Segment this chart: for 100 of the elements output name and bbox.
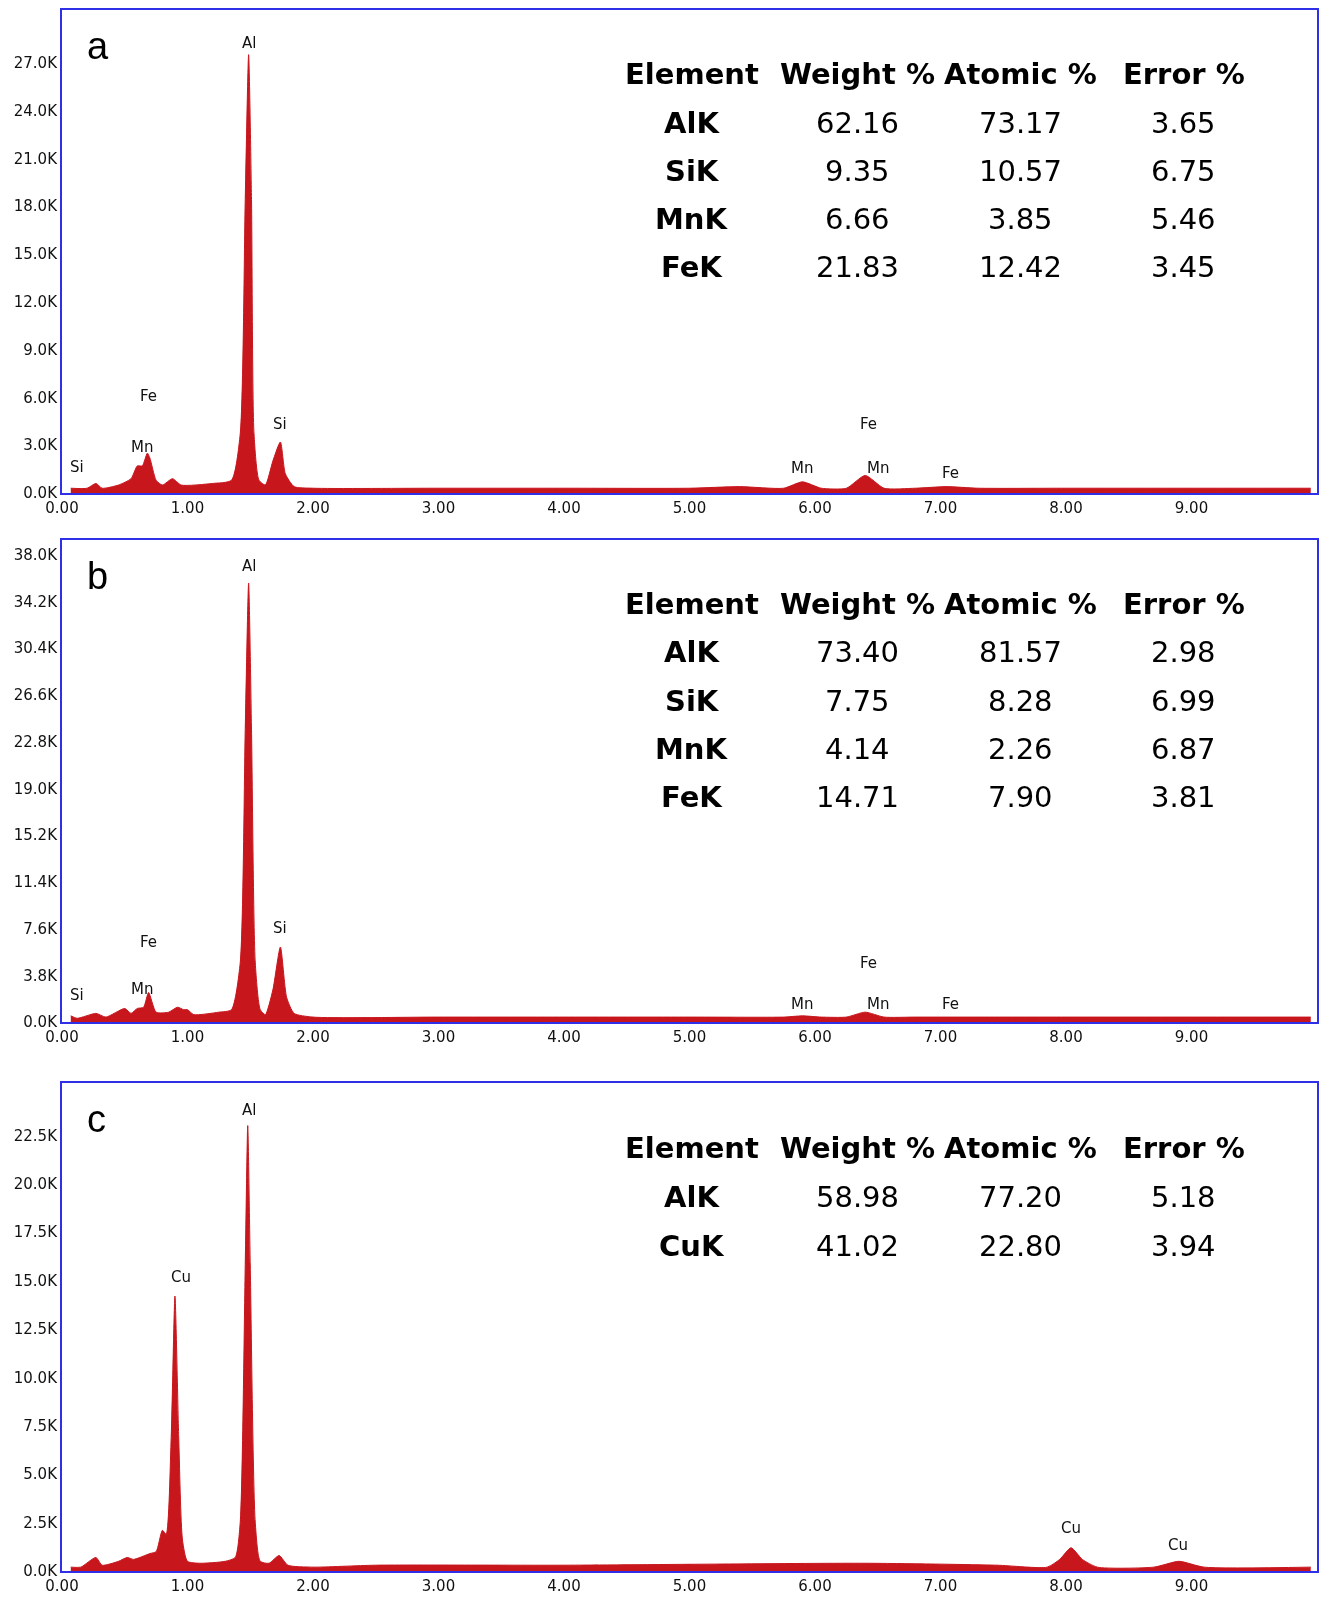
annotation: 12.42 [979,250,1063,284]
y-tick-label: 3.8K [23,966,59,985]
annotation: 2.26 [988,732,1053,766]
annotation: 58.98 [816,1180,900,1214]
annotation: Fe [860,415,878,433]
annotation: Mn [131,980,154,998]
y-tick-label: 18.0K [13,197,59,216]
y-tick-label: 12.0K [13,292,59,311]
annotation: Mn [867,459,890,477]
x-tick-label: 3.00 [421,1577,456,1595]
y-tick-label: 7.5K [23,1417,59,1436]
annotation: Fe [942,464,960,482]
annotation: FeK [661,250,724,284]
annotation: 7.75 [825,684,890,718]
annotation: Fe [942,995,960,1013]
annotation: 77.20 [979,1180,1063,1214]
y-tick-label: 38.0K [13,546,59,565]
annotation: Cu [1168,1536,1188,1554]
annotation: FeK [661,780,724,814]
annotation: MnK [655,202,729,236]
annotation: 14.71 [816,780,900,814]
annotation: 73.40 [816,635,900,669]
x-tick-label: 8.00 [1049,1577,1083,1595]
annotation: Al [242,557,257,575]
annotation: Mn [791,459,814,477]
x-tick-label: 0.00 [45,1577,79,1595]
x-tick-label: 5.00 [672,499,707,517]
y-tick-label: 10.0K [13,1368,59,1387]
x-tick-label: 4.00 [547,1577,581,1595]
x-tick-label: 7.00 [923,499,958,517]
x-tick-label: 2.00 [296,499,330,517]
annotation: 3.94 [1151,1229,1216,1263]
y-tick-label: 27.0K [13,53,59,72]
annotation: AlK [664,1180,721,1214]
annotation: Weight % [780,57,935,91]
annotation: 62.16 [816,106,900,140]
y-tick-label: 24.0K [13,101,59,120]
y-tick-label: 11.4K [13,873,59,892]
annotation: Si [70,986,84,1004]
x-tick-label: 0.00 [45,499,79,517]
annotation: 3.65 [1151,106,1216,140]
annotation: 9.35 [825,154,890,188]
annotation: Si [273,919,287,937]
annotation: AlK [664,635,721,669]
annotation: Fe [860,954,878,972]
annotation: AlK [664,106,721,140]
y-tick-label: 15.2K [13,826,59,845]
annotation: Cu [1061,1519,1081,1537]
annotation: Atomic % [944,587,1097,621]
annotation: 41.02 [816,1229,900,1263]
annotation: 2.98 [1151,635,1216,669]
x-tick-label: 5.00 [672,1577,707,1595]
annotation: SiK [665,154,720,188]
x-tick-label: 1.00 [170,499,205,517]
annotation: Error % [1123,1131,1245,1165]
x-tick-label: 7.00 [923,1577,958,1595]
x-tick-label: 5.00 [672,1028,707,1046]
y-tick-label: 21.0K [13,149,59,168]
annotation: 3.45 [1151,250,1216,284]
y-tick-label: 22.5K [13,1126,59,1145]
annotation: Error % [1123,57,1245,91]
y-tick-label: 34.2K [13,592,59,611]
x-tick-label: 3.00 [421,1028,456,1046]
annotation: 10.57 [979,154,1063,188]
annotation: Weight % [780,587,935,621]
x-tick-label: 8.00 [1049,1028,1083,1046]
annotation: Element [625,1131,759,1165]
y-tick-label: 22.8K [13,732,59,751]
annotation: 6.87 [1151,732,1216,766]
x-tick-label: 6.00 [798,1577,832,1595]
annotation: 73.17 [979,106,1063,140]
annotation: 3.81 [1151,780,1216,814]
y-tick-label: 12.5K [13,1320,59,1339]
y-tick-label: 20.0K [13,1174,59,1193]
annotation: 5.18 [1151,1180,1216,1214]
annotation: Al [242,1101,257,1119]
x-tick-label: 4.00 [547,499,581,517]
annotation: 6.99 [1151,684,1216,718]
annotation: 4.14 [825,732,890,766]
annotation: Fe [140,933,158,951]
annotation: 22.80 [979,1229,1063,1263]
x-tick-label: 1.00 [170,1577,205,1595]
y-tick-label: 26.6K [13,686,59,705]
annotation: 8.28 [988,684,1053,718]
annotation: 5.46 [1151,202,1216,236]
y-tick-label: 2.5K [23,1513,59,1532]
y-tick-label: 3.0K [23,436,59,455]
x-tick-label: 8.00 [1049,499,1083,517]
chart-title: c [87,1098,106,1140]
annotation: MnK [655,732,729,766]
y-tick-label: 19.0K [13,779,59,798]
y-tick-label: 5.0K [23,1465,59,1484]
annotation: Mn [791,995,814,1013]
x-tick-label: 9.00 [1174,499,1209,517]
annotation: 81.57 [979,635,1063,669]
annotation: CuK [659,1229,725,1263]
y-tick-label: 17.5K [13,1223,59,1242]
x-tick-label: 7.00 [923,1028,958,1046]
chart-title: b [87,555,109,597]
x-tick-label: 0.00 [45,1028,79,1046]
